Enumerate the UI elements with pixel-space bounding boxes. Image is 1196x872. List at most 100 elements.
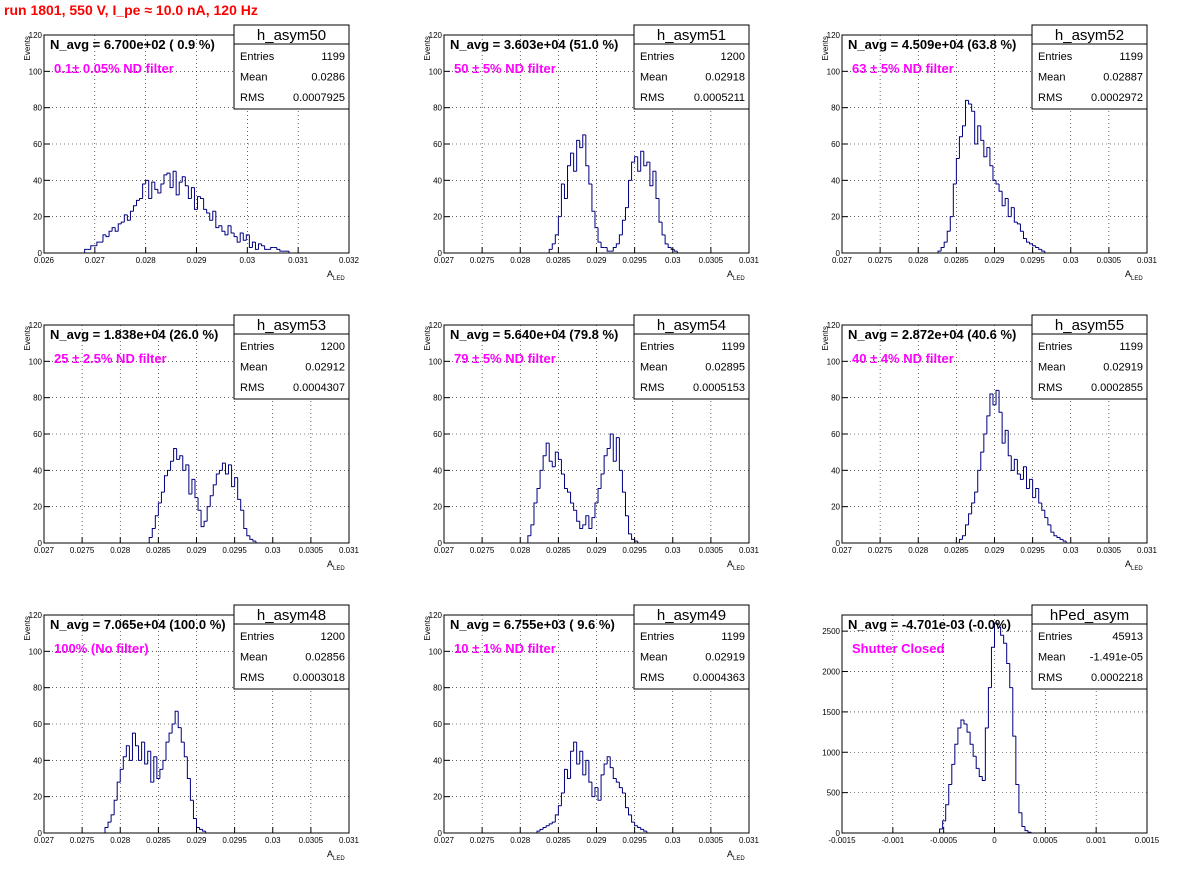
x-tick-label: 0.0305 [299,546,324,555]
x-tick-label: 0.0275 [70,836,95,845]
histogram-bin [548,823,553,826]
histogram-bin [609,433,614,449]
x-axis-label: ALED [727,269,745,282]
histogram-bin [594,502,599,518]
histogram-bin [252,539,256,542]
histogram-bin [597,488,602,504]
histogram-panel-h_asym49: 0.027 0.0275 0.028 0.0285 0.029 0.0295 0.03 0.0… [423,604,760,862]
histogram-bin [986,147,990,157]
histogram-bin [123,214,128,223]
histogram-bin [120,221,125,224]
histogram-bin [1004,198,1009,206]
histogram-bin [1029,242,1033,245]
y-tick-label: 120 [827,321,841,330]
stats-value: 0.0007925 [293,92,345,104]
histogram-bin [643,829,647,832]
x-tick-label: 0.028 [510,836,531,845]
histogram-bin [573,503,577,511]
x-tick-label: 0.029 [984,546,1005,555]
x-tick-label: -0.0005 [930,836,958,845]
histogram-bin [995,180,1000,185]
x-tick-label: 0.0305 [1097,256,1122,265]
filter-label: 0.1± 0.05% ND filter [54,61,174,76]
histogram-bin [618,782,623,789]
histogram-bin [563,473,568,489]
histogram-bin [606,448,611,456]
histogram-bin [231,464,235,488]
histogram-bin [945,804,949,821]
n-avg-label: N_avg = 6.755e+03 ( 9.6 %) [450,617,615,632]
histogram-bin [997,623,1001,628]
histogram-bin [237,477,241,500]
x-tick-label: 0.026 [34,256,55,265]
histogram-bin [972,744,977,757]
stats-box [233,24,350,110]
histogram-bin [588,515,592,529]
histogram-bin [206,506,211,522]
y-tick-label: 100 [827,67,841,76]
x-tick-label: 0.027 [434,836,455,845]
histogram-bin [131,732,136,761]
histogram-bin [239,232,244,243]
histogram-bin [585,134,589,167]
n-avg-label: N_avg = 7.065e+04 (100.0 %) [50,617,226,632]
x-tick-label: 0.0305 [699,256,724,265]
histogram-bin [1022,231,1027,239]
stats-key: Mean [240,362,268,374]
histogram-bin [969,732,974,745]
y-tick-label: 80 [831,104,840,113]
histogram-bin [579,750,583,764]
histogram-panel-h_asym50: 0.026 0.027 0.028 0.029 0.03 0.031 0.032 0 20 40 6… [23,24,360,282]
y-axis-label: Events [23,616,32,640]
histogram-bin [153,756,157,783]
y-tick-label: 0 [38,829,43,838]
histogram-bin [1007,198,1012,218]
histogram-bin [1019,473,1024,480]
histogram-bin [279,249,283,252]
histogram-panel-h_asym53: 0.027 0.0275 0.028 0.0285 0.029 0.0295 0.03 0.0… [23,314,360,572]
y-tick-label: 20 [33,213,42,222]
x-tick-label: 0.03 [265,546,281,555]
histogram-bin [196,818,200,829]
histogram-bin [981,776,986,782]
histogram-bin [570,492,574,504]
y-tick-label: 2500 [822,627,840,636]
histogram-bin [951,763,955,785]
y-tick-label: 100 [29,357,43,366]
histogram-bin [218,469,223,474]
histogram-bin [560,183,565,217]
stats-box [633,314,750,400]
histogram-bin [551,821,556,824]
histogram-bin [637,825,641,829]
stats-box [1031,604,1148,690]
stats-key: Mean [1038,72,1066,84]
histogram-bin [646,161,650,166]
histogram-bin [258,243,262,250]
x-tick-label: 0.031 [739,256,760,265]
histogram-bin [126,214,131,221]
stats-key: Entries [640,631,675,643]
histogram-bin [154,182,158,190]
histogram-bin [171,723,176,734]
histogram-bin [191,478,195,494]
histogram-bin [527,535,531,543]
histogram-bin [128,745,133,761]
histogram-bin [117,223,122,232]
histogram-bin [952,183,957,217]
x-tick-label: 0.029 [186,256,207,265]
histogram-bin [958,538,963,543]
histogram-bin [609,756,614,769]
x-tick-label: 0.031 [1137,546,1158,555]
y-tick-label: 80 [433,394,442,403]
histogram-bin [200,510,205,528]
x-tick-label: 0.029 [186,836,207,845]
stats-box [633,604,750,690]
histogram-bin [144,742,148,765]
y-axis-label: Events [821,326,830,350]
x-tick-label: 0.0275 [868,546,893,555]
histogram-panel-h_asym52: 0.027 0.0275 0.028 0.0285 0.029 0.0295 0.03 0.0… [821,24,1158,282]
n-avg-label: N_avg = -4.701e-03 (-0.0%) [848,617,1011,632]
histogram-bin [989,147,993,167]
y-tick-label: 0 [438,829,443,838]
histogram-bin [215,211,219,229]
